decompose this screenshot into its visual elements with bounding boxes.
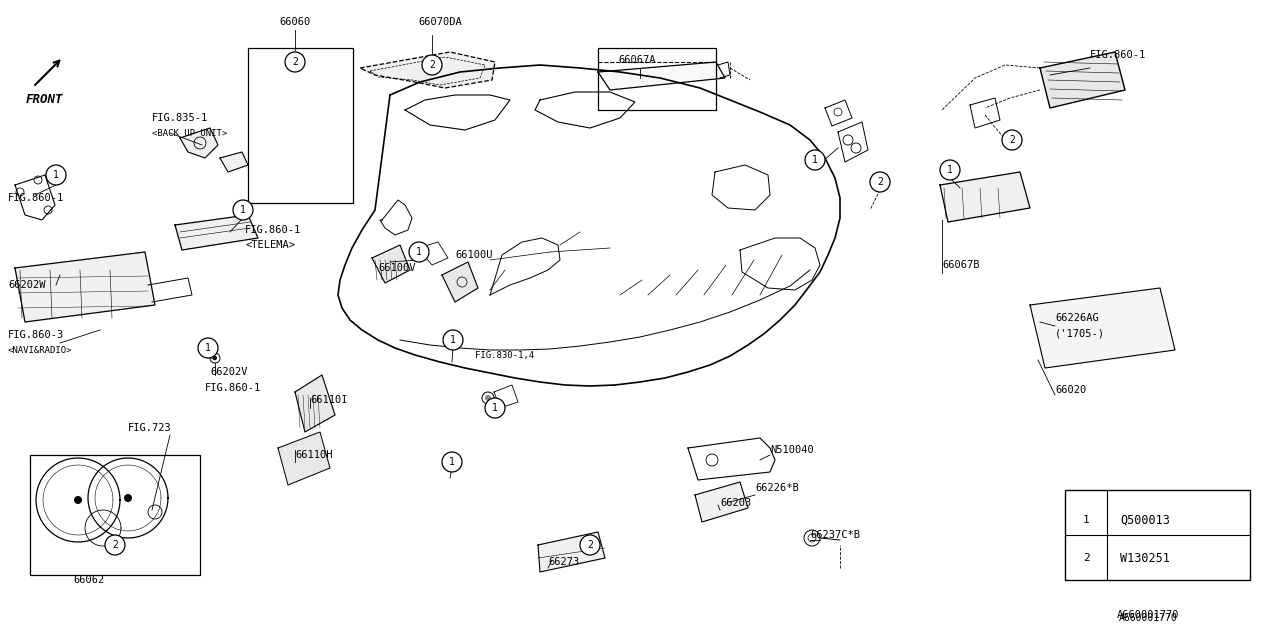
Text: Q500013: Q500013 — [1120, 513, 1170, 527]
Text: 66110H: 66110H — [294, 450, 333, 460]
Circle shape — [422, 55, 442, 75]
Text: 1: 1 — [812, 155, 818, 165]
Text: 66062: 66062 — [73, 575, 104, 585]
Text: 66202W: 66202W — [8, 280, 46, 290]
Text: 66100V: 66100V — [378, 263, 416, 273]
Text: 2: 2 — [113, 540, 118, 550]
Circle shape — [940, 160, 960, 180]
Text: 1: 1 — [451, 335, 456, 345]
Polygon shape — [695, 482, 748, 522]
Text: 66226AG: 66226AG — [1055, 313, 1098, 323]
Text: FIG.860-3: FIG.860-3 — [8, 330, 64, 340]
Polygon shape — [294, 375, 335, 432]
Circle shape — [443, 330, 463, 350]
Circle shape — [1074, 508, 1098, 532]
Text: 1: 1 — [449, 457, 454, 467]
Text: <BACK UP UNIT>: <BACK UP UNIT> — [152, 129, 228, 138]
Text: 66067B: 66067B — [942, 260, 979, 270]
Text: 66067A: 66067A — [618, 55, 655, 65]
Text: FIG.723: FIG.723 — [128, 423, 172, 433]
Circle shape — [1002, 130, 1021, 150]
Circle shape — [124, 494, 132, 502]
Circle shape — [485, 398, 506, 418]
Circle shape — [580, 535, 600, 555]
Text: A660001770: A660001770 — [1116, 610, 1179, 620]
Text: FIG.830-1,4: FIG.830-1,4 — [475, 351, 534, 360]
Text: 1: 1 — [416, 247, 422, 257]
Text: 1: 1 — [492, 403, 498, 413]
Circle shape — [285, 52, 305, 72]
Polygon shape — [1030, 288, 1175, 368]
Text: 2: 2 — [1083, 553, 1089, 563]
Text: A660001770: A660001770 — [1119, 613, 1178, 623]
Text: 1: 1 — [947, 165, 952, 175]
Text: 1: 1 — [1083, 515, 1089, 525]
Text: FRONT: FRONT — [26, 93, 64, 106]
Text: 1: 1 — [241, 205, 246, 215]
Text: 66070DA: 66070DA — [419, 17, 462, 27]
Text: 2: 2 — [877, 177, 883, 187]
Bar — [1065, 490, 1251, 580]
Text: 66203: 66203 — [719, 498, 751, 508]
Polygon shape — [442, 262, 477, 302]
Polygon shape — [220, 152, 248, 172]
Text: 2: 2 — [429, 60, 435, 70]
Text: 66060: 66060 — [279, 17, 311, 27]
Polygon shape — [15, 252, 155, 322]
Text: <TELEMA>: <TELEMA> — [244, 240, 294, 250]
Text: FIG.860-1: FIG.860-1 — [1091, 50, 1147, 60]
Text: <NAVI&RADIO>: <NAVI&RADIO> — [8, 346, 73, 355]
Circle shape — [198, 338, 218, 358]
Polygon shape — [372, 245, 410, 283]
Text: FIG.860-1: FIG.860-1 — [205, 383, 261, 393]
Circle shape — [105, 535, 125, 555]
Text: 66202V: 66202V — [210, 367, 247, 377]
Text: FIG.860-1: FIG.860-1 — [8, 193, 64, 203]
Circle shape — [1074, 546, 1098, 570]
Text: 2: 2 — [292, 57, 298, 67]
Polygon shape — [598, 62, 724, 90]
Circle shape — [74, 496, 82, 504]
Text: 66237C*B: 66237C*B — [810, 530, 860, 540]
Text: 66020: 66020 — [1055, 385, 1087, 395]
Text: 1: 1 — [205, 343, 211, 353]
Circle shape — [46, 165, 67, 185]
Text: 1: 1 — [52, 170, 59, 180]
Text: FIG.835-1: FIG.835-1 — [152, 113, 209, 123]
Polygon shape — [940, 172, 1030, 222]
Circle shape — [485, 395, 492, 401]
Bar — [598, 48, 716, 110]
Text: 66110I: 66110I — [310, 395, 347, 405]
Polygon shape — [278, 432, 330, 485]
Text: 66100U: 66100U — [454, 250, 493, 260]
Text: ('1705-): ('1705-) — [1055, 328, 1105, 338]
Text: 66273: 66273 — [548, 557, 580, 567]
Circle shape — [442, 452, 462, 472]
Text: W130251: W130251 — [1120, 552, 1170, 564]
Text: FIG.860-1: FIG.860-1 — [244, 225, 301, 235]
Bar — [29, 455, 200, 575]
Bar — [248, 48, 353, 203]
Text: 2: 2 — [1009, 135, 1015, 145]
Circle shape — [805, 150, 826, 170]
Circle shape — [233, 200, 253, 220]
Polygon shape — [175, 215, 259, 250]
Polygon shape — [180, 128, 218, 158]
Polygon shape — [538, 532, 605, 572]
Text: 66226*B: 66226*B — [755, 483, 799, 493]
Text: N510040: N510040 — [771, 445, 814, 455]
Circle shape — [212, 356, 218, 360]
Polygon shape — [1039, 52, 1125, 108]
Circle shape — [870, 172, 890, 192]
Text: 2: 2 — [588, 540, 593, 550]
Circle shape — [410, 242, 429, 262]
Polygon shape — [360, 52, 495, 88]
